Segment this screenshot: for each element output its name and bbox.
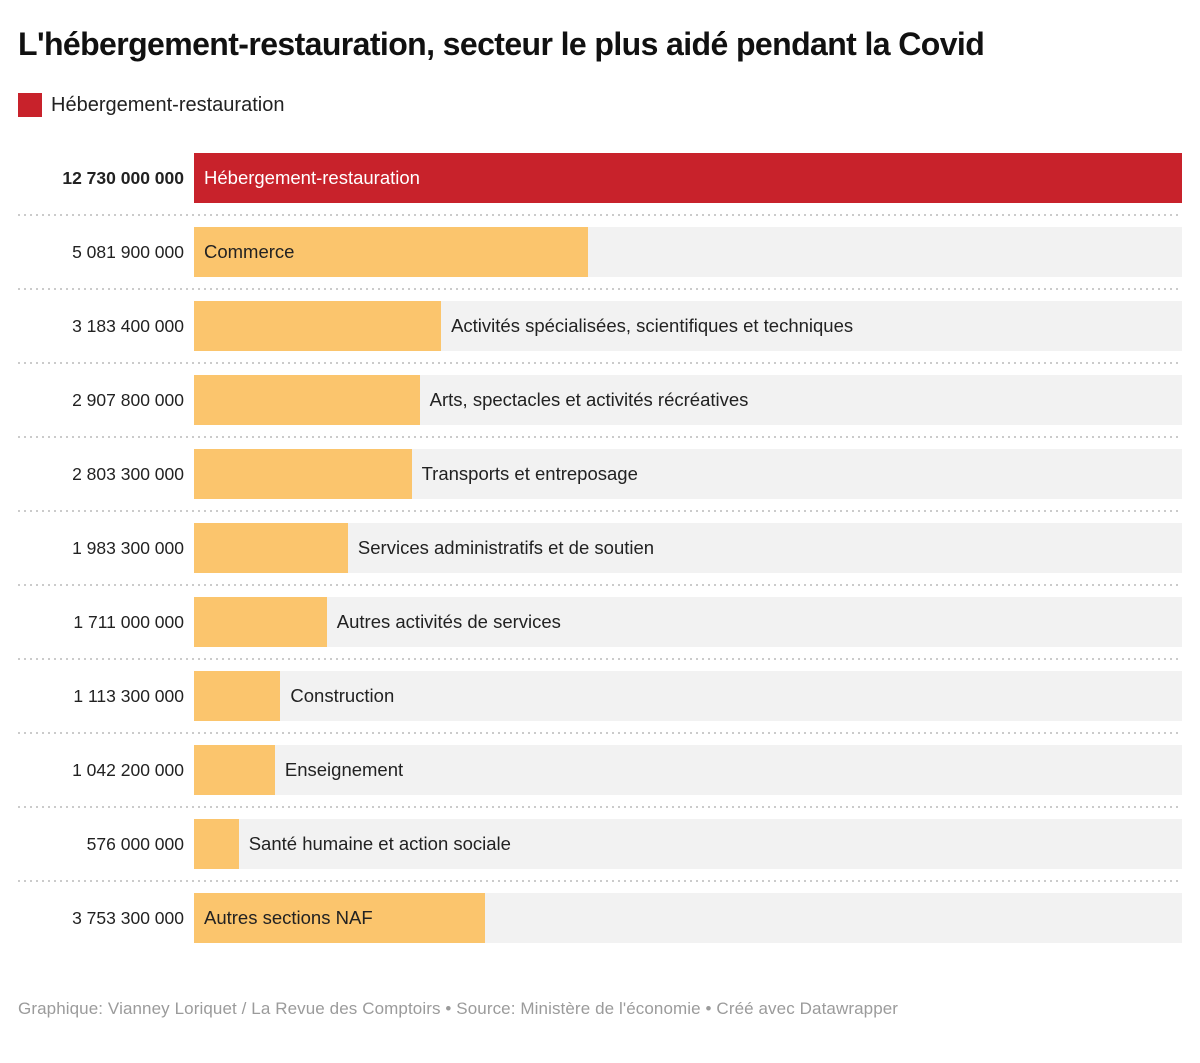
chart-row: 576 000 000 Santé humaine et action socia… — [18, 806, 1182, 881]
value-label: 1 983 300 000 — [72, 537, 184, 558]
value-label: 5 081 900 000 — [72, 241, 184, 262]
bar[interactable] — [194, 745, 275, 796]
chart-row: 5 081 900 000 Commerce — [18, 214, 1182, 289]
value-label: 1 042 200 000 — [72, 759, 184, 780]
chart-row: 2 907 800 000 Arts, spectacles et activit… — [18, 362, 1182, 437]
bar[interactable] — [194, 671, 281, 722]
bar[interactable] — [194, 301, 442, 352]
bar-track: Services administratifs et de soutien — [194, 523, 1182, 574]
value-label: 1 711 000 000 — [73, 611, 184, 632]
bar-label: Activités spécialisées, scientifiques et… — [451, 315, 854, 337]
bar-chart: 12 730 000 000 Hébergement-restauration 5 … — [18, 141, 1182, 955]
bar-label: Transports et entreposage — [421, 463, 638, 485]
bar-track: Transports et entreposage — [194, 449, 1182, 500]
legend: Hébergement-restauration — [18, 93, 1182, 118]
bar[interactable]: Commerce — [194, 227, 589, 278]
bar-label: Construction — [290, 685, 395, 707]
bar-track: Santé humaine et action sociale — [194, 819, 1182, 870]
bar[interactable]: Autres sections NAF — [194, 893, 486, 944]
value-label: 3 753 300 000 — [72, 907, 184, 928]
bar-label: Commerce — [204, 241, 295, 263]
bar-label: Autres sections NAF — [204, 907, 373, 929]
chart-footer-byline: Graphique: Vianney Loriquet / La Revue d… — [18, 999, 899, 1019]
bar-label: Hébergement-restauration — [204, 167, 420, 189]
chart-row: 3 753 300 000 Autres sections NAF — [18, 880, 1182, 955]
bar-track: Activités spécialisées, scientifiques et… — [194, 301, 1182, 352]
bar[interactable] — [194, 597, 327, 648]
bar-track: Commerce — [194, 227, 1182, 278]
bar-track: Arts, spectacles et activités récréative… — [194, 375, 1182, 426]
bar-label: Autres activités de services — [336, 611, 561, 633]
value-label: 3 183 400 000 — [72, 315, 184, 336]
chart-row: 1 983 300 000 Services administratifs et … — [18, 510, 1182, 585]
chart-row: 12 730 000 000 Hébergement-restauration — [18, 141, 1182, 215]
value-label: 1 113 300 000 — [73, 685, 184, 706]
bar[interactable]: Hébergement-restauration — [194, 153, 1182, 204]
legend-color-swatch — [18, 93, 42, 118]
bar-label: Santé humaine et action sociale — [248, 833, 511, 855]
bar-track: Autres sections NAF — [194, 893, 1182, 944]
chart-row: 1 711 000 000 Autres activités de service… — [18, 584, 1182, 659]
chart-row: 1 042 200 000 Enseignement — [18, 732, 1182, 807]
value-label: 2 803 300 000 — [72, 463, 184, 484]
value-label: 2 907 800 000 — [72, 389, 184, 410]
bar-label: Enseignement — [284, 759, 404, 781]
bar-track: Enseignement — [194, 745, 1182, 796]
chart-row: 1 113 300 000 Construction — [18, 658, 1182, 733]
bar-track: Hébergement-restauration — [194, 153, 1182, 204]
value-label: 576 000 000 — [86, 833, 184, 854]
chart-row: 2 803 300 000 Transports et entreposage — [18, 436, 1182, 511]
bar-label: Services administratifs et de soutien — [357, 537, 655, 559]
chart-row: 3 183 400 000 Activités spécialisées, sci… — [18, 288, 1182, 363]
bar[interactable] — [194, 449, 412, 500]
page-title: L'hébergement-restauration, secteur le p… — [18, 26, 985, 62]
bar-label: Arts, spectacles et activités récréative… — [429, 389, 749, 411]
bar[interactable] — [194, 375, 420, 426]
bar-track: Construction — [194, 671, 1182, 722]
bar-track: Autres activités de services — [194, 597, 1182, 648]
legend-label: Hébergement-restauration — [51, 93, 285, 116]
bar[interactable] — [194, 819, 239, 870]
value-label: 12 730 000 000 — [62, 167, 184, 188]
bar[interactable] — [194, 523, 348, 574]
